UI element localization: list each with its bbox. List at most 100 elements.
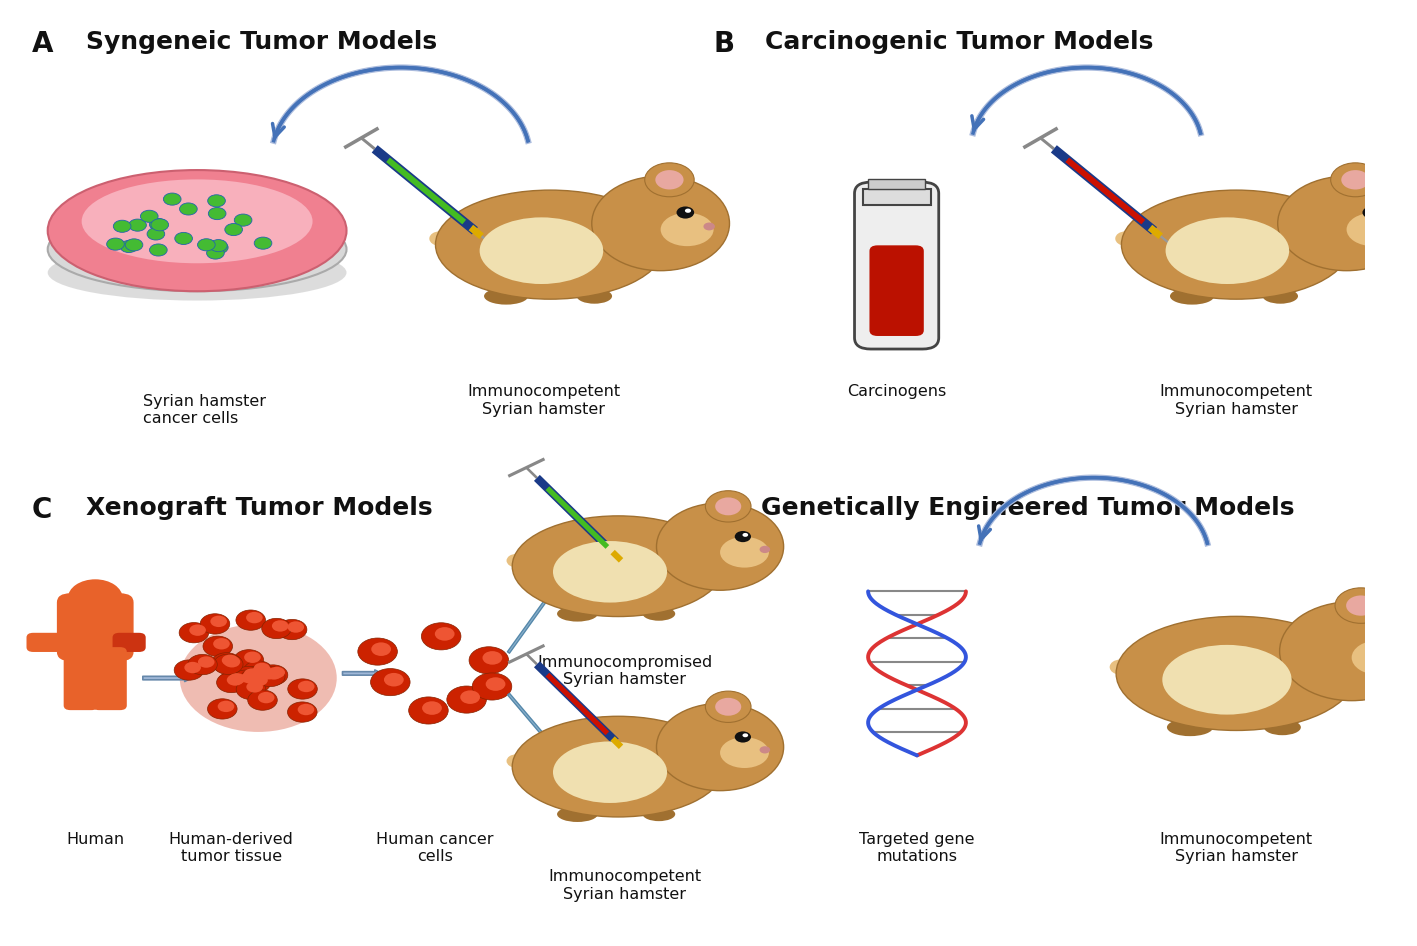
- FancyBboxPatch shape: [92, 647, 126, 710]
- Circle shape: [506, 554, 526, 568]
- Text: Xenograft Tumor Models: Xenograft Tumor Models: [85, 497, 432, 520]
- Circle shape: [241, 673, 271, 692]
- Circle shape: [248, 690, 278, 710]
- Circle shape: [234, 666, 264, 687]
- Circle shape: [218, 701, 234, 712]
- Circle shape: [265, 668, 282, 679]
- FancyBboxPatch shape: [854, 183, 938, 349]
- Circle shape: [656, 503, 784, 590]
- FancyBboxPatch shape: [64, 647, 98, 710]
- Circle shape: [760, 746, 771, 753]
- Circle shape: [207, 699, 237, 719]
- Circle shape: [211, 241, 228, 254]
- Ellipse shape: [643, 807, 676, 821]
- Circle shape: [254, 237, 272, 249]
- Circle shape: [288, 622, 305, 633]
- Circle shape: [435, 627, 455, 640]
- Circle shape: [506, 754, 526, 768]
- Circle shape: [188, 655, 217, 674]
- Text: Immunocompetent
Syrian hamster: Immunocompetent Syrian hamster: [548, 869, 701, 902]
- Circle shape: [1363, 206, 1380, 219]
- Circle shape: [211, 653, 241, 673]
- Circle shape: [1115, 232, 1136, 246]
- Circle shape: [592, 176, 730, 271]
- Circle shape: [251, 674, 268, 686]
- Circle shape: [1397, 650, 1408, 658]
- Circle shape: [210, 616, 227, 627]
- Ellipse shape: [1162, 645, 1292, 714]
- Circle shape: [422, 701, 442, 715]
- Circle shape: [198, 657, 214, 668]
- Circle shape: [716, 498, 741, 516]
- Ellipse shape: [1346, 213, 1400, 246]
- Circle shape: [371, 642, 391, 656]
- Circle shape: [1342, 170, 1369, 189]
- Circle shape: [461, 691, 480, 704]
- Circle shape: [288, 702, 317, 722]
- Circle shape: [241, 665, 269, 686]
- Circle shape: [218, 672, 248, 692]
- FancyBboxPatch shape: [870, 245, 924, 336]
- Circle shape: [486, 677, 506, 691]
- Circle shape: [234, 650, 264, 670]
- Circle shape: [210, 239, 227, 252]
- Circle shape: [760, 546, 771, 553]
- Circle shape: [179, 622, 208, 643]
- Circle shape: [200, 614, 230, 634]
- Ellipse shape: [643, 606, 676, 621]
- Circle shape: [149, 219, 167, 231]
- Text: Human-derived
tumor tissue: Human-derived tumor tissue: [169, 832, 293, 865]
- Circle shape: [255, 668, 272, 679]
- Circle shape: [1346, 595, 1376, 616]
- Ellipse shape: [553, 541, 667, 603]
- Circle shape: [228, 674, 245, 685]
- Circle shape: [1335, 587, 1387, 623]
- Circle shape: [469, 647, 509, 674]
- Circle shape: [262, 619, 292, 639]
- Text: Syngeneic Tumor Models: Syngeneic Tumor Models: [85, 30, 436, 54]
- Circle shape: [147, 228, 164, 240]
- Text: Human: Human: [67, 832, 125, 847]
- Circle shape: [716, 698, 741, 716]
- Circle shape: [446, 686, 486, 713]
- Ellipse shape: [557, 806, 598, 822]
- Circle shape: [298, 704, 315, 715]
- Ellipse shape: [48, 245, 347, 301]
- Text: B: B: [713, 30, 734, 59]
- Circle shape: [106, 238, 125, 250]
- Ellipse shape: [577, 289, 612, 304]
- Circle shape: [113, 220, 130, 233]
- Circle shape: [197, 238, 215, 251]
- Text: Immunocompetent
Syrian hamster: Immunocompetent Syrian hamster: [468, 384, 621, 417]
- Ellipse shape: [1117, 617, 1356, 730]
- Ellipse shape: [1166, 218, 1289, 284]
- Ellipse shape: [82, 180, 313, 263]
- Ellipse shape: [1168, 718, 1213, 736]
- Circle shape: [174, 233, 193, 244]
- Circle shape: [241, 668, 271, 688]
- Text: D: D: [713, 497, 737, 524]
- Text: Syrian hamster
cancer cells: Syrian hamster cancer cells: [143, 394, 266, 426]
- Ellipse shape: [1352, 640, 1407, 675]
- Circle shape: [706, 692, 751, 723]
- Text: Genetically Engineered Tumor Models: Genetically Engineered Tumor Models: [761, 497, 1294, 520]
- Ellipse shape: [1264, 719, 1301, 735]
- Circle shape: [150, 244, 167, 256]
- Circle shape: [258, 665, 288, 685]
- Ellipse shape: [1170, 288, 1214, 305]
- Circle shape: [1390, 222, 1401, 231]
- Ellipse shape: [720, 536, 769, 568]
- Circle shape: [222, 655, 238, 666]
- Circle shape: [235, 610, 265, 630]
- Ellipse shape: [48, 170, 347, 291]
- Circle shape: [251, 666, 281, 687]
- Ellipse shape: [1121, 190, 1350, 299]
- Circle shape: [421, 622, 461, 650]
- Circle shape: [370, 669, 410, 695]
- Circle shape: [1280, 602, 1417, 701]
- Circle shape: [251, 670, 268, 681]
- Circle shape: [278, 620, 307, 639]
- Circle shape: [743, 733, 748, 737]
- Circle shape: [152, 219, 169, 231]
- Circle shape: [261, 668, 278, 679]
